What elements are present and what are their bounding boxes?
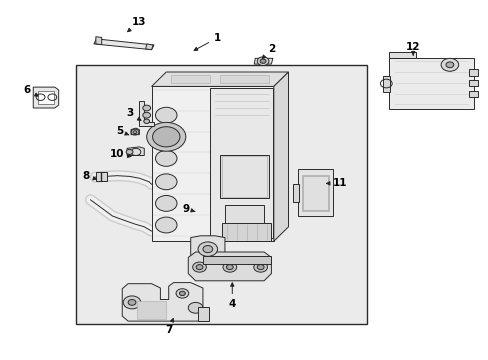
Polygon shape	[468, 69, 477, 76]
Circle shape	[445, 62, 453, 68]
Circle shape	[123, 296, 141, 309]
Polygon shape	[254, 58, 272, 64]
Polygon shape	[127, 147, 144, 156]
Text: 8: 8	[82, 171, 96, 181]
Circle shape	[253, 262, 267, 272]
Text: 9: 9	[182, 204, 195, 214]
Polygon shape	[94, 39, 154, 50]
Bar	[224, 205, 264, 227]
Circle shape	[226, 265, 233, 270]
Circle shape	[142, 112, 150, 118]
Polygon shape	[131, 128, 139, 135]
Circle shape	[155, 150, 177, 166]
Text: 1: 1	[194, 33, 221, 50]
Circle shape	[155, 195, 177, 211]
Polygon shape	[468, 80, 477, 86]
Bar	[220, 75, 268, 83]
Bar	[137, 301, 166, 319]
Bar	[303, 176, 327, 210]
Circle shape	[192, 262, 206, 272]
Polygon shape	[151, 86, 273, 241]
Bar	[222, 156, 266, 197]
Circle shape	[203, 246, 212, 253]
Bar	[203, 256, 271, 264]
Text: 5: 5	[116, 126, 129, 136]
Bar	[76, 65, 366, 324]
Circle shape	[155, 127, 177, 143]
Polygon shape	[210, 88, 272, 238]
Text: 13: 13	[127, 17, 146, 32]
Circle shape	[188, 302, 203, 313]
Text: 10: 10	[110, 149, 131, 159]
Polygon shape	[293, 184, 299, 202]
Circle shape	[143, 119, 149, 123]
Text: 6: 6	[23, 85, 38, 96]
Text: 2: 2	[262, 44, 274, 59]
Circle shape	[176, 289, 188, 298]
Text: 7: 7	[164, 319, 173, 336]
Circle shape	[152, 127, 180, 147]
Bar	[220, 155, 268, 198]
Polygon shape	[298, 169, 332, 216]
Polygon shape	[145, 44, 153, 50]
Polygon shape	[468, 91, 477, 97]
Polygon shape	[382, 76, 389, 92]
Circle shape	[440, 58, 458, 71]
Bar	[171, 75, 210, 83]
Circle shape	[155, 217, 177, 233]
Text: 3: 3	[126, 108, 141, 120]
Text: 11: 11	[326, 178, 346, 188]
Circle shape	[260, 59, 265, 63]
Circle shape	[257, 265, 264, 270]
Text: 4: 4	[228, 283, 236, 309]
Polygon shape	[96, 172, 106, 181]
Circle shape	[155, 107, 177, 123]
Polygon shape	[33, 87, 59, 108]
Polygon shape	[388, 58, 473, 109]
Polygon shape	[198, 307, 209, 321]
Circle shape	[126, 149, 133, 154]
Circle shape	[142, 105, 150, 111]
Polygon shape	[222, 223, 271, 241]
Circle shape	[128, 300, 136, 305]
Polygon shape	[388, 52, 415, 58]
Polygon shape	[151, 72, 288, 86]
Polygon shape	[122, 283, 203, 321]
Bar	[302, 175, 328, 211]
Circle shape	[155, 174, 177, 190]
Polygon shape	[273, 72, 288, 241]
Circle shape	[179, 291, 185, 296]
Polygon shape	[38, 91, 54, 104]
Polygon shape	[188, 252, 271, 281]
Circle shape	[196, 265, 203, 270]
Polygon shape	[139, 101, 154, 126]
Circle shape	[257, 57, 268, 66]
Circle shape	[198, 242, 217, 256]
Circle shape	[133, 131, 137, 134]
Circle shape	[146, 122, 185, 151]
Polygon shape	[96, 37, 102, 45]
Circle shape	[223, 262, 236, 272]
Polygon shape	[190, 236, 224, 259]
Text: 12: 12	[405, 42, 420, 55]
